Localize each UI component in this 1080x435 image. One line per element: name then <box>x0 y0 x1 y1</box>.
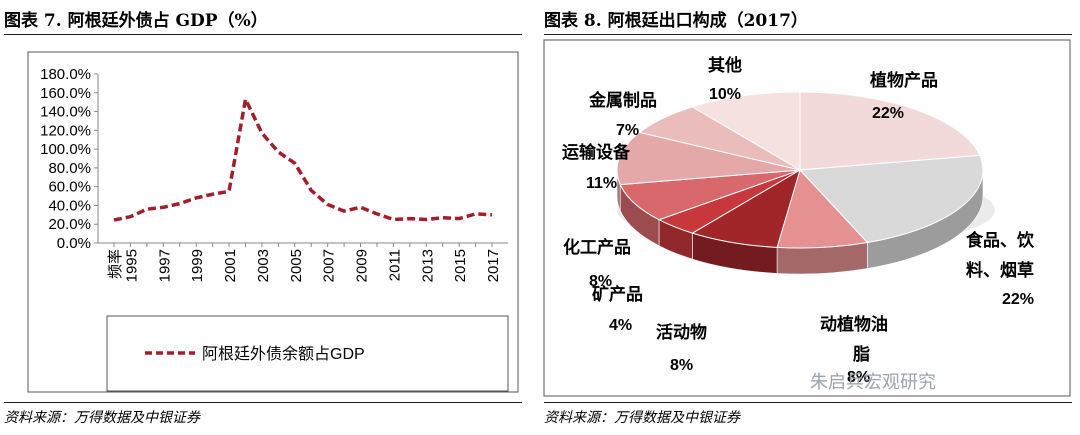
pie-slice-化工产品 <box>619 169 801 221</box>
wechat-watermark: 朱启兵宏观研究 <box>810 372 936 393</box>
slice-label: 料、烟草 <box>966 260 1034 280</box>
left-figure-panel: 图表 7. 阿根廷外债占 GDP（%） 阿根廷外债余额占GDP 0.0% 20.0… <box>0 0 530 435</box>
pie-frame <box>543 39 1071 397</box>
x-tick-label: 2005 <box>288 249 305 282</box>
slice-value-label: 22% <box>1002 291 1034 308</box>
figure-7-source: 资料来源：万得数据及中银证券 <box>4 410 200 426</box>
pie-slice-食品、饮料、烟草 <box>798 154 984 244</box>
pie-slice-植物产品 <box>799 91 981 171</box>
figure-8-title: 图表 8. 阿根廷出口构成（2017） <box>544 11 808 31</box>
y-tick-label: 20.0% <box>48 216 91 233</box>
slice-value-label: 7% <box>616 122 639 139</box>
slice-value-label: 22% <box>872 105 904 122</box>
bottom-rule <box>544 402 1072 403</box>
slice-value-label: 8% <box>670 357 693 374</box>
figure-7-title: 图表 7. 阿根廷外债占 GDP（%） <box>4 11 268 31</box>
chart-frame <box>27 51 519 393</box>
legend-label: 阿根廷外债余额占GDP <box>202 344 365 363</box>
right-figure-panel: 图表 8. 阿根廷出口构成（2017） 植物产品 22% 食品、饮料、烟草 22% 动植… <box>540 0 1080 435</box>
x-tick-label: 2011 <box>386 249 403 281</box>
y-tick-label: 0.0% <box>57 235 91 252</box>
slice-label: 植物产品 <box>870 70 938 90</box>
top-rule <box>544 34 1072 35</box>
x-tick-label: 2003 <box>255 249 272 282</box>
series-line-external-debt <box>113 97 493 222</box>
x-tick-label: 1999 <box>189 249 206 282</box>
slice-label: 活动物 <box>656 322 707 342</box>
x-tick-label: 1995 <box>123 249 140 282</box>
y-tick-label: 160.0% <box>40 85 91 102</box>
x-tick-label: 2017 <box>485 249 502 282</box>
slice-label: 其他 <box>708 55 742 75</box>
pie-slice-活动物 <box>691 168 801 248</box>
x-tick-label: 2001 <box>222 249 239 282</box>
slice-value-label: 8% <box>847 369 870 386</box>
slice-label: 金属制品 <box>588 90 657 110</box>
x-tick-label: 2009 <box>354 249 371 282</box>
slice-value-label: 11% <box>586 175 617 192</box>
line-chart: 阿根廷外债余额占GDP 0.0% 20.0% 40.0%60.0% 80.0% 100.… <box>27 51 519 393</box>
slice-label: 运输设备 <box>562 142 631 162</box>
slice-label: 化工产品 <box>563 237 631 257</box>
pie-chart: 植物产品22%食品、饮料、烟草22%动植物油脂8%活动物8%矿产品4%化工产品8… <box>543 39 1071 397</box>
y-tick-label: 40.0% <box>48 197 91 214</box>
y-tick-label: 140.0% <box>40 104 91 121</box>
y-tick-label: 60.0% <box>48 179 91 196</box>
x-tick-label: 2007 <box>321 249 338 282</box>
y-tick-label: 80.0% <box>48 160 91 177</box>
slice-value-label: 10% <box>709 86 741 103</box>
pie-slice-其他 <box>691 91 801 171</box>
pie-slice-动植物油脂 <box>776 169 869 249</box>
slice-label: 脂 <box>853 345 870 364</box>
x-tick-label: 频率 <box>107 249 124 279</box>
slice-label: 动植物油 <box>820 314 888 334</box>
x-tick-label: 2013 <box>419 249 436 282</box>
bottom-rule <box>4 402 522 403</box>
figure-8-source: 资料来源：万得数据及中银证券 <box>544 410 740 426</box>
top-rule <box>4 34 522 35</box>
slice-value-label: 8% <box>589 273 612 290</box>
slice-label: 矿产品 <box>592 284 643 304</box>
x-tick-label: 1997 <box>156 249 173 282</box>
slice-value-label: 4% <box>609 317 632 334</box>
x-tick-label: 2015 <box>452 249 469 282</box>
pie-slice-运输设备 <box>616 131 801 186</box>
y-tick-label: 120.0% <box>40 122 91 139</box>
slice-label: 食品、饮 <box>966 230 1035 250</box>
y-tick-label: 100.0% <box>40 141 91 158</box>
y-tick-label: 180.0% <box>40 66 91 83</box>
